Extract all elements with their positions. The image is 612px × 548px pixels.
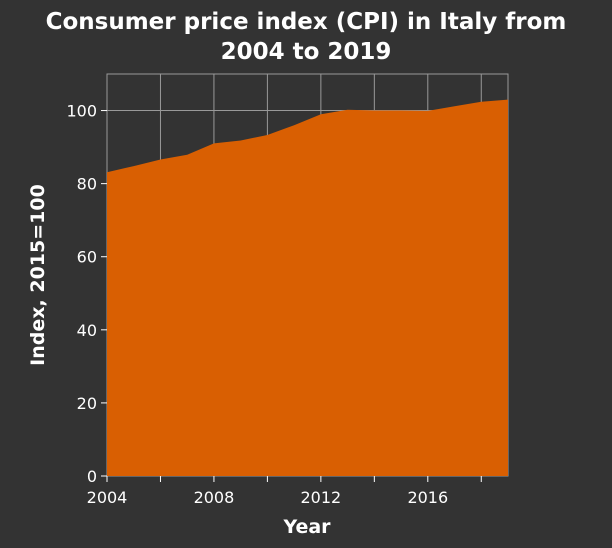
chart-title-line1: Consumer price index (CPI) in Italy from [46, 9, 567, 35]
x-tick-label-2004: 2004 [87, 488, 128, 507]
y-tick-label-40: 40 [77, 321, 97, 340]
x-axis-title: Year [282, 516, 331, 538]
y-tick-label-60: 60 [77, 248, 97, 267]
chart-title-line2: 2004 to 2019 [221, 39, 392, 65]
area-series-0 [107, 99, 508, 476]
y-tick-label-80: 80 [77, 175, 97, 194]
axes: 2004 2008 2012 2016 0 20 40 60 80 100 [66, 102, 482, 507]
x-tick-label-2012: 2012 [301, 488, 342, 507]
x-tick-label-2016: 2016 [407, 488, 448, 507]
x-tick-label-2008: 2008 [194, 488, 235, 507]
y-tick-label-20: 20 [77, 394, 97, 413]
y-axis-title: Index, 2015=100 [27, 184, 49, 366]
y-tick-label-100: 100 [66, 102, 97, 121]
y-tick-label-0: 0 [87, 467, 97, 486]
plot-area [107, 99, 508, 476]
